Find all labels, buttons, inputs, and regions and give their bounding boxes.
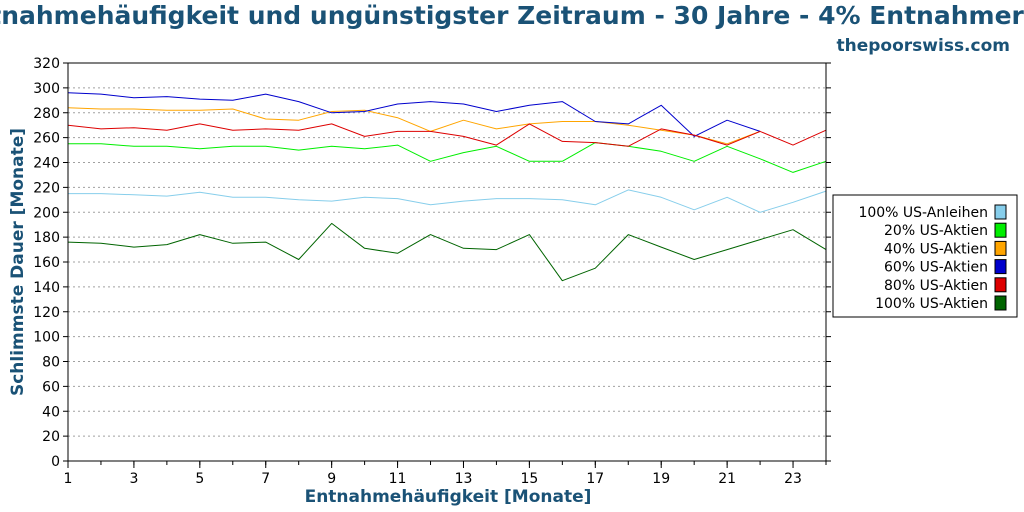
y-tick-label: 260 [33, 131, 60, 147]
series-line-60-us-aktien [67, 92, 761, 137]
series-line-20-us-aktien [68, 142, 827, 173]
y-tick-label: 20 [42, 429, 60, 445]
y-tick-label: 140 [33, 280, 60, 296]
x-tick-label: 21 [718, 471, 736, 487]
y-axis-label: Schlimmste Dauer [Monate] [8, 128, 28, 396]
y-tick-label: 40 [42, 404, 60, 420]
x-tick-label: 1 [64, 471, 73, 487]
x-tick-label: 7 [261, 471, 270, 487]
x-tick-label: 11 [389, 471, 407, 487]
grid-lines [68, 87, 826, 437]
series-lines [67, 92, 827, 282]
x-axis-label: Entnahmehäufigkeit [Monate] [305, 487, 592, 507]
y-tick-label: 60 [42, 379, 60, 395]
series-line-40-us-aktien [67, 107, 761, 145]
legend-swatch [994, 222, 1007, 238]
y-tick-label: 220 [33, 180, 60, 196]
legend-swatch [994, 295, 1007, 311]
legend-label: 60% US-Aktien [884, 260, 988, 276]
y-axis: 0 20 40 60 80 100 120 140 160 180 200 220 240 260 280 3… [33, 56, 831, 470]
y-tick-label: 180 [33, 230, 60, 246]
legend-box [832, 194, 1018, 318]
legend-label: 100% US-Aktien [875, 296, 988, 312]
chart-title: Entnahmehäufigkeit und ungünstigster Zei… [0, 1, 1024, 30]
x-tick-label: 13 [455, 471, 473, 487]
series-line-100-us-aktien [67, 222, 827, 282]
x-tick-label: 15 [520, 471, 538, 487]
series-line-80-us-aktien [67, 123, 827, 147]
y-tick-label: 240 [33, 156, 60, 172]
watermark-text: thepoorswiss.com [837, 36, 1011, 56]
x-tick-label: 9 [327, 471, 336, 487]
y-tick-label: 120 [33, 305, 60, 321]
legend-swatch [994, 240, 1007, 256]
y-tick-label: 320 [33, 56, 60, 72]
y-tick-label: 300 [33, 81, 60, 97]
x-tick-label: 3 [129, 471, 138, 487]
legend: 100% US-Anleihen 20% US-Aktien 40% US-Akti… [832, 194, 1018, 318]
legend-label: 80% US-Aktien [884, 278, 988, 294]
y-tick-label: 80 [42, 355, 60, 371]
x-tick-label: 19 [652, 471, 670, 487]
legend-label: 100% US-Anleihen [858, 205, 988, 221]
y-tick-label: 200 [33, 205, 60, 221]
y-tick-label: 160 [33, 255, 60, 271]
legend-swatch [994, 277, 1007, 293]
x-axis: 1 3 5 7 9 11 13 15 17 19 21 23 [64, 461, 827, 487]
y-tick-label: 100 [33, 330, 60, 346]
y-tick-label: 280 [33, 106, 60, 122]
x-tick-label: 17 [586, 471, 604, 487]
legend-label: 20% US-Aktien [884, 223, 988, 239]
y-tick-label: 0 [51, 454, 60, 470]
series-line-100-us-anleihen [68, 189, 827, 213]
legend-swatch [994, 259, 1007, 275]
x-tick-label: 5 [195, 471, 204, 487]
x-tick-label: 23 [784, 471, 802, 487]
legend-label: 40% US-Aktien [884, 241, 988, 257]
legend-swatch [994, 204, 1007, 220]
